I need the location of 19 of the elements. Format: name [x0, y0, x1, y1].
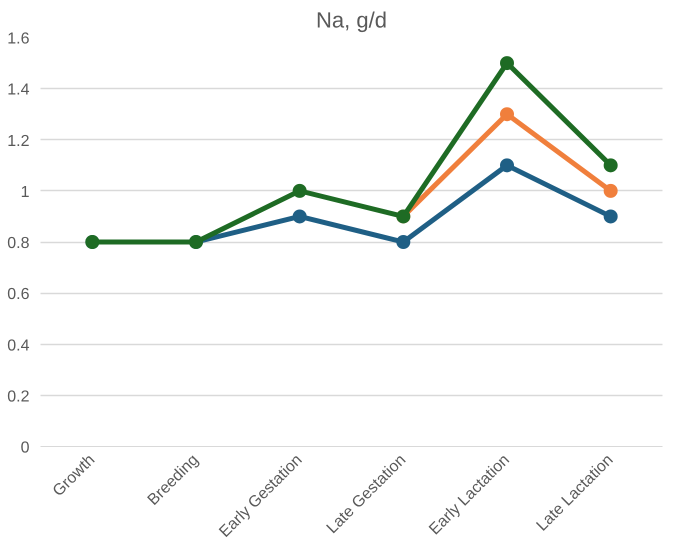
y-tick-label: 1.4 [7, 82, 30, 99]
y-tick-label: 1 [20, 184, 30, 201]
y-tick-label: 0.2 [7, 388, 30, 406]
point [604, 184, 618, 198]
point [500, 56, 514, 70]
point [292, 209, 307, 224]
point [604, 209, 618, 224]
point [500, 158, 514, 172]
y-tick-label: 1.6 [7, 30, 30, 48]
point [500, 107, 514, 122]
y-tick-label: 1.2 [7, 132, 30, 150]
point [396, 235, 410, 249]
point [604, 158, 618, 172]
point [292, 184, 307, 198]
y-tick-label: 0 [20, 440, 30, 456]
y-tick-label: 0.4 [7, 337, 30, 354]
chart-title: Na, g/d [316, 8, 387, 32]
y-tick-label: 0.8 [7, 235, 30, 252]
y-tick-label: 0.6 [7, 286, 30, 304]
